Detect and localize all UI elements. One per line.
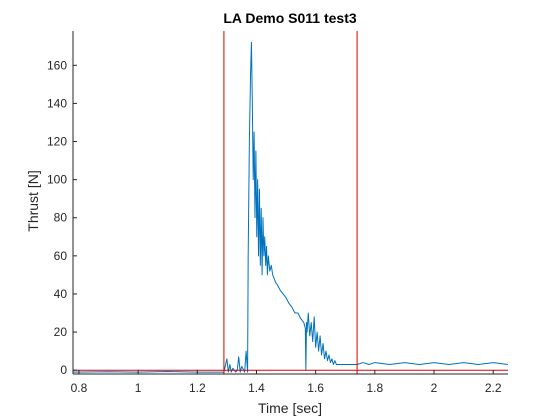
y-tick-label: 160 bbox=[47, 58, 67, 72]
y-tick-label: 140 bbox=[47, 96, 67, 110]
x-tick-label: 2.2 bbox=[485, 381, 502, 395]
x-tick-label: 0.8 bbox=[71, 381, 88, 395]
y-axis-label: Thrust [N] bbox=[25, 170, 41, 231]
y-tick-label: 40 bbox=[54, 287, 68, 301]
x-tick-label: 1.8 bbox=[366, 381, 383, 395]
x-axis-label: Time [sec] bbox=[258, 400, 322, 416]
y-tick-label: 20 bbox=[54, 325, 68, 339]
plot-area: 0.8 1 1.2 1.4 1.6 1.8 2 2.2 0 20 40 60 80 100 120 140 16… bbox=[47, 31, 509, 395]
thrust-series-line bbox=[72, 41, 509, 373]
y-tick-label: 120 bbox=[47, 135, 67, 149]
x-tick-label: 1 bbox=[135, 381, 142, 395]
x-tick-label: 2 bbox=[431, 381, 438, 395]
y-tick-label: 80 bbox=[54, 211, 68, 225]
plot-background bbox=[73, 31, 508, 374]
x-tick-label: 1.6 bbox=[307, 381, 324, 395]
y-tick-label: 0 bbox=[60, 363, 67, 377]
chart-title: LA Demo S011 test3 bbox=[223, 10, 357, 26]
y-tick-label: 60 bbox=[54, 249, 68, 263]
x-tick-label: 1.4 bbox=[248, 381, 265, 395]
y-tick-label: 100 bbox=[47, 173, 67, 187]
x-tick-label: 1.2 bbox=[189, 381, 206, 395]
